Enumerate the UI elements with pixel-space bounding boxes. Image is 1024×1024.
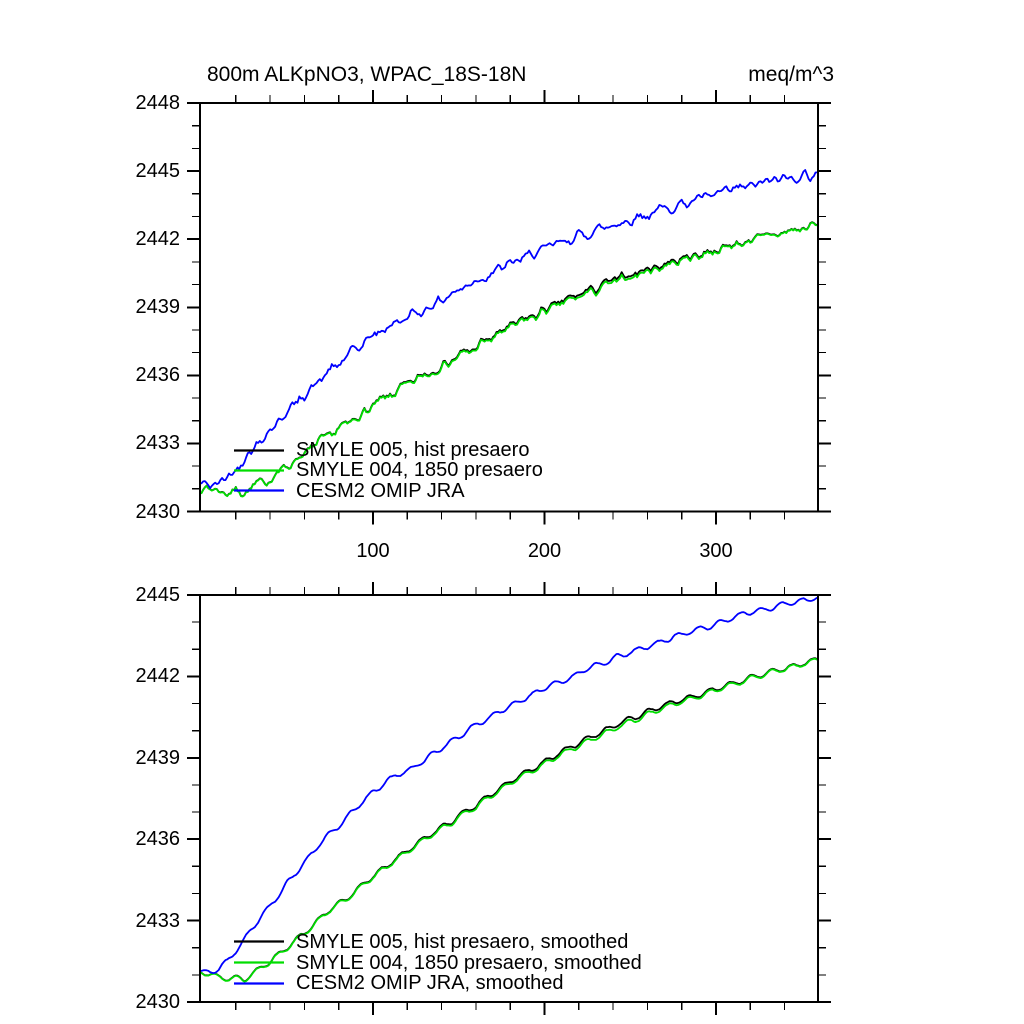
y-tick-label: 2430 (135, 991, 181, 1013)
series-line-smyle004-smoothed (200, 658, 819, 983)
y-tick-label: 2439 (135, 746, 181, 769)
y-tick-label: 2445 (135, 160, 181, 183)
legend-label-smyle005-smoothed: SMYLE 005, hist presaero, smoothed (296, 931, 629, 953)
chart-title: 800m ALKpNO3, WPAC_18S-18N (207, 63, 527, 86)
y-tick-label: 2442 (135, 665, 181, 688)
y-tick-label: 2433 (135, 432, 181, 455)
chart-units-label: meq/m^3 (748, 63, 834, 86)
legend-label-smyle004-smoothed: SMYLE 004, 1850 presaero, smoothed (296, 952, 642, 974)
axes-0 (187, 90, 831, 525)
y-tick-label: 2430 (135, 500, 181, 523)
x-tick-label: 300 (699, 540, 733, 562)
y-tick-label: 2445 (135, 584, 181, 606)
x-tick-label: 200 (527, 540, 562, 562)
x-tick-label: 100 (356, 540, 390, 562)
panel-1 (187, 582, 831, 1015)
series-line-cesm2 (200, 169, 819, 490)
legend-label-cesm2-smoothed: CESM2 OMIP JRA, smoothed (296, 972, 564, 994)
legend-label-smyle005: SMYLE 005, hist presaero (296, 439, 530, 461)
y-tick-label: 2436 (135, 364, 181, 387)
panel-0 (187, 90, 831, 525)
y-tick-label: 2442 (135, 228, 181, 251)
y-tick-label: 2439 (135, 296, 181, 319)
series-line-smyle004 (200, 221, 819, 498)
legend-label-smyle004: SMYLE 004, 1850 presaero (296, 459, 543, 481)
y-tick-label: 2433 (135, 909, 181, 932)
y-tick-label: 2448 (135, 92, 181, 114)
axes-1 (187, 582, 831, 1015)
y-tick-label: 2436 (135, 828, 181, 851)
legend-label-cesm2: CESM2 OMIP JRA (296, 480, 465, 502)
series-line-cesm2-smoothed (200, 596, 819, 974)
plot-frame (199, 594, 819, 1003)
